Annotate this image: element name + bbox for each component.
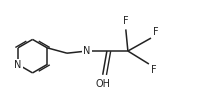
Text: F: F — [151, 65, 157, 75]
Text: N: N — [83, 46, 91, 56]
Text: OH: OH — [95, 79, 110, 89]
Text: F: F — [123, 16, 129, 26]
Text: F: F — [153, 27, 159, 37]
Text: N: N — [14, 60, 22, 70]
